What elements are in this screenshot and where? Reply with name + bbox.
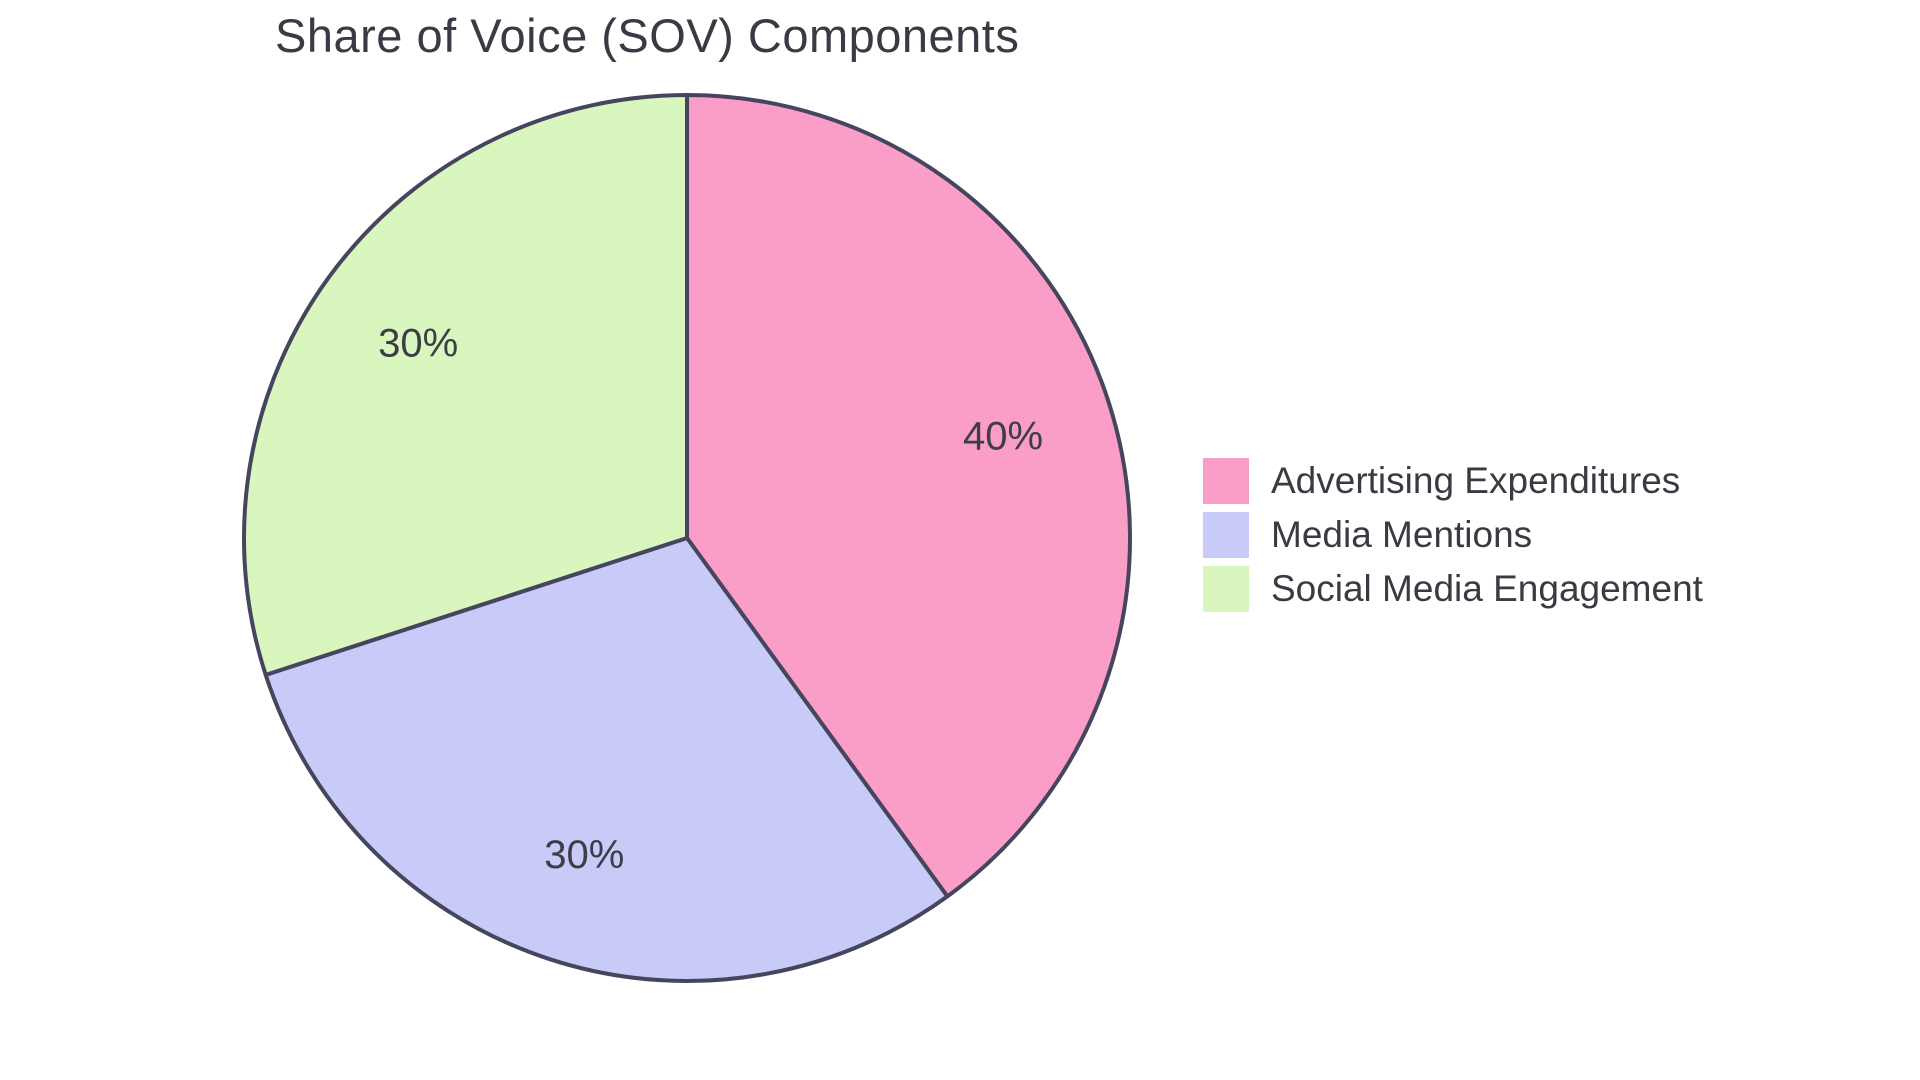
legend-item: Media Mentions xyxy=(1203,512,1703,558)
legend-label: Media Mentions xyxy=(1271,514,1533,555)
slice-percent-label: 30% xyxy=(544,833,624,877)
slice-percent-label: 30% xyxy=(378,322,458,366)
legend-swatch xyxy=(1203,512,1249,558)
chart-title: Share of Voice (SOV) Components xyxy=(275,9,1020,62)
legend-label: Advertising Expenditures xyxy=(1271,460,1681,501)
pie-slice-media-mentions xyxy=(263,536,950,984)
legend-swatch xyxy=(1203,566,1249,612)
legend-swatch xyxy=(1203,458,1249,504)
legend-label: Social Media Engagement xyxy=(1271,568,1703,609)
pie-slice-social-media-engagement xyxy=(242,93,689,677)
legend-item: Advertising Expenditures xyxy=(1203,458,1703,504)
pie-slice-advertising-expenditures xyxy=(685,93,1133,899)
legend: Advertising Expenditures Media Mentions So… xyxy=(1203,458,1703,612)
legend-item: Social Media Engagement xyxy=(1203,566,1703,612)
slice-percent-label: 40% xyxy=(963,414,1043,458)
